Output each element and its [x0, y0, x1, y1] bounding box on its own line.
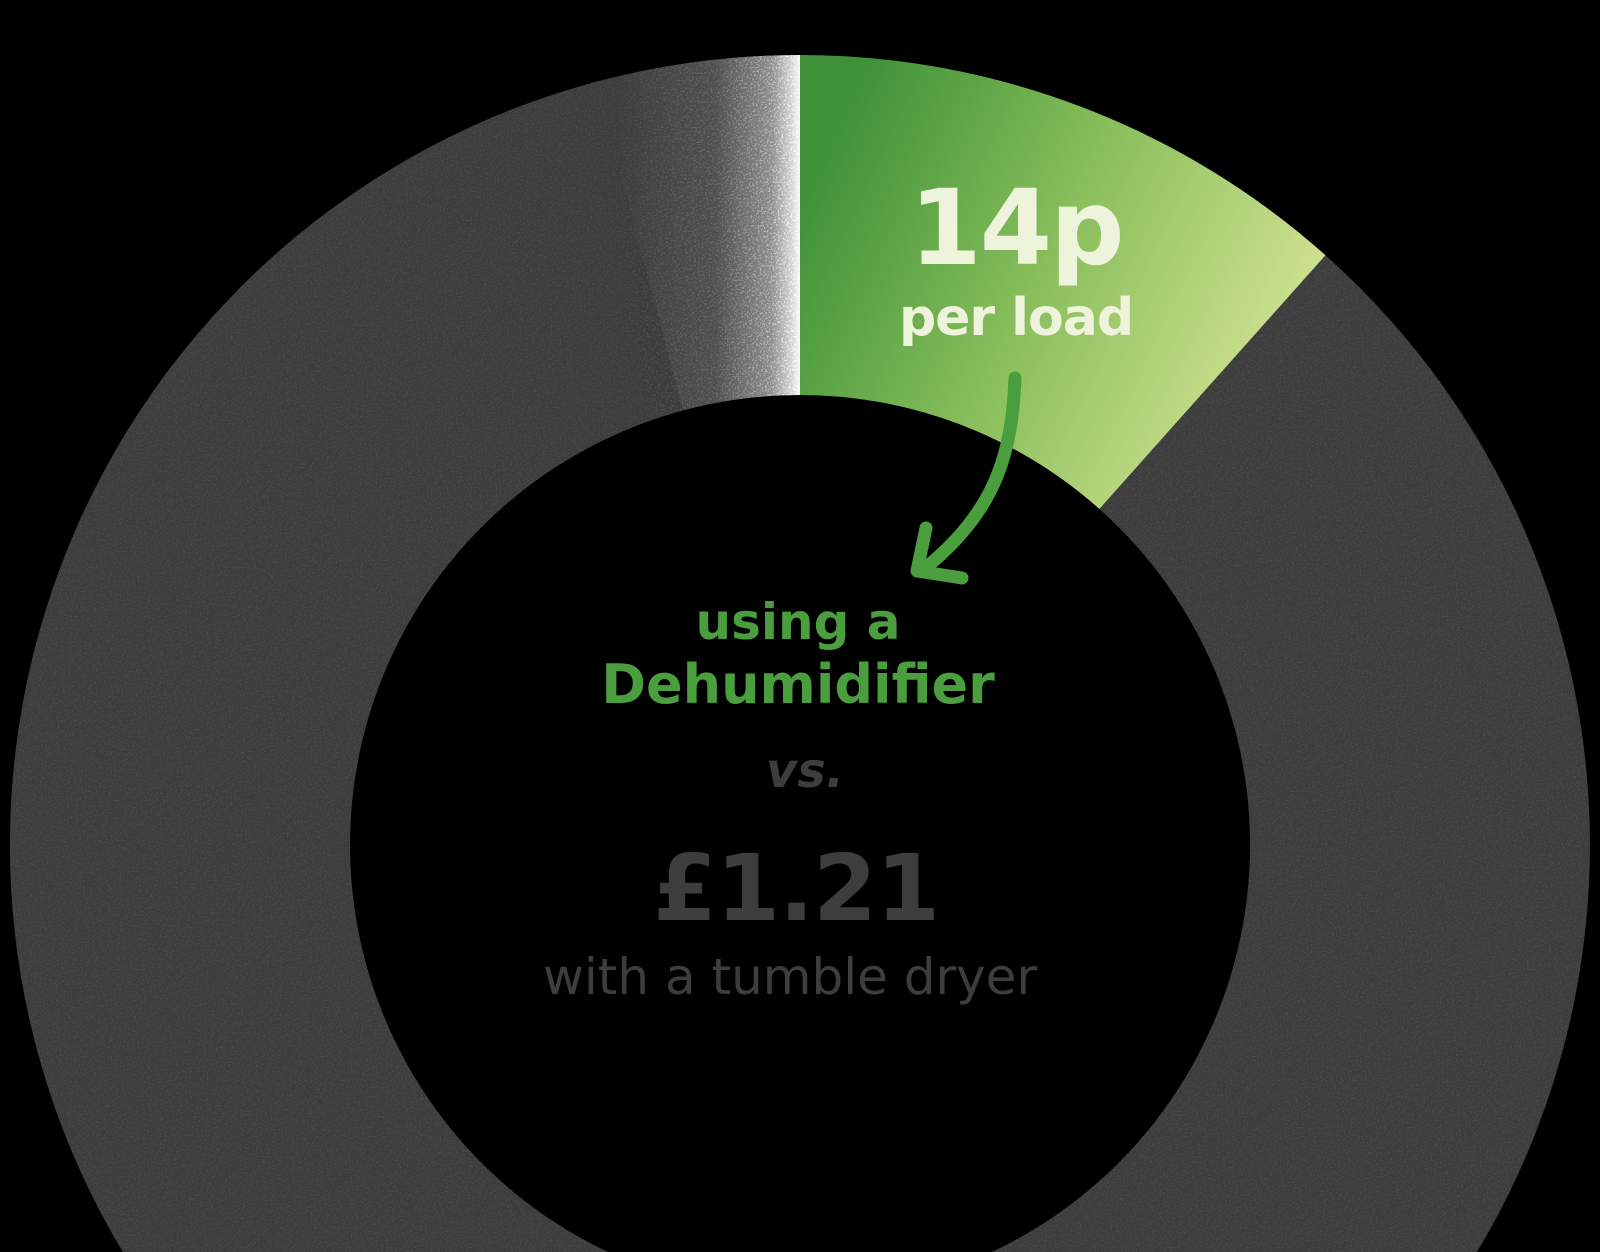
dehumidifier-slice	[800, 55, 1326, 509]
dehumidifier-label: using a Dehumidifier	[601, 597, 995, 712]
callout-value: 14p	[909, 167, 1124, 289]
arrow-icon	[910, 371, 1022, 585]
callout-unit: per load	[898, 288, 1134, 348]
dither-edge-speckle	[549, 54, 800, 419]
ring-grain-overlay	[9, 55, 1590, 1252]
vs-divider: vs.	[765, 743, 845, 799]
tumble-dryer-caption: with a tumble dryer	[543, 948, 1037, 1006]
tumble-dryer-price: £1.21	[652, 835, 940, 942]
green-slice-callout: 14p per load	[898, 167, 1134, 348]
dehumidifier-label-line1: using a	[695, 593, 901, 651]
dehumidifier-label-line2: Dehumidifier	[601, 653, 995, 716]
